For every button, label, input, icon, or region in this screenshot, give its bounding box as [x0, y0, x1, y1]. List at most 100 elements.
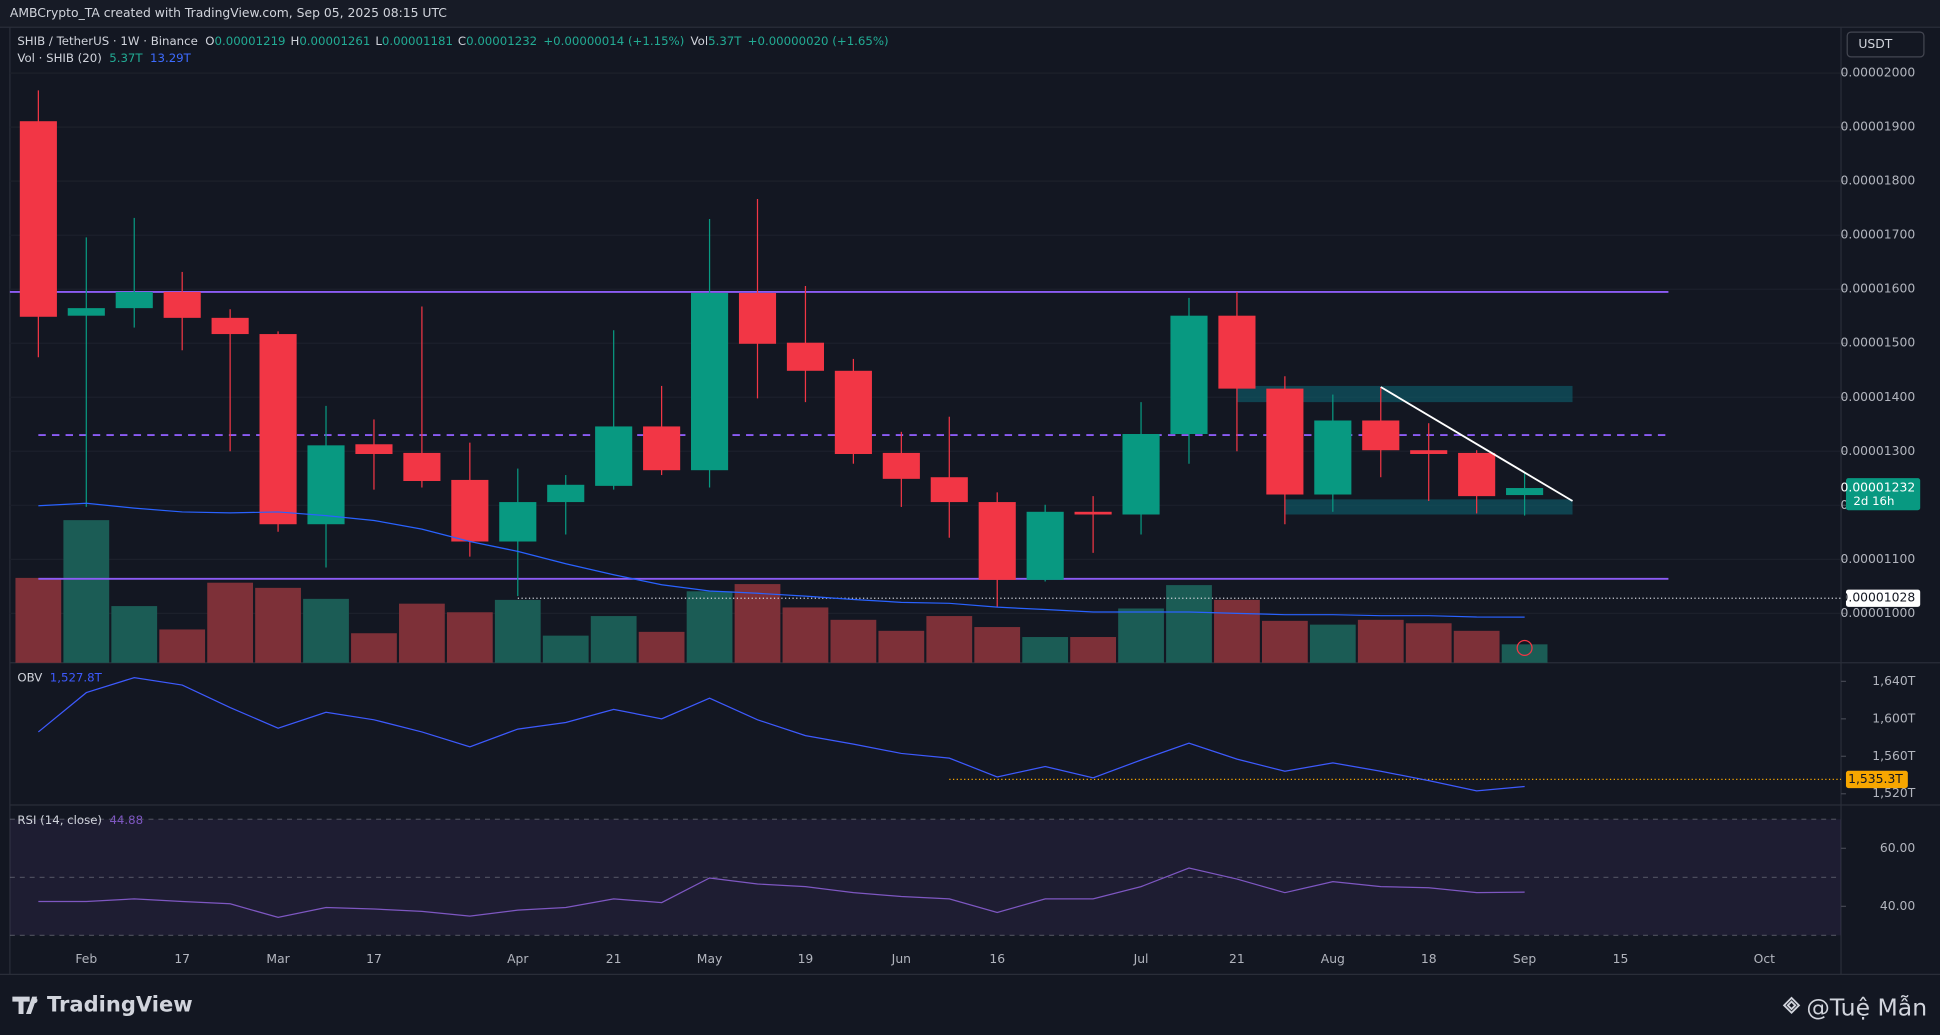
volume-bar: [351, 633, 397, 663]
y-tick-label: 0.00001100: [1841, 552, 1916, 566]
candle-body: [307, 445, 345, 525]
candle-body: [19, 121, 57, 317]
y-tick-label: 40.00: [1880, 899, 1916, 913]
obv-level-label: 1,535.3T: [1848, 772, 1903, 786]
x-tick-label: Aug: [1321, 952, 1345, 966]
volume-bar: [1022, 637, 1069, 663]
candle-body: [115, 291, 153, 309]
header-bar: [0, 0, 1940, 28]
volume-bar: [734, 584, 781, 663]
candle-body: [403, 452, 441, 482]
volume-bar: [159, 629, 206, 663]
x-tick-label: 18: [1421, 952, 1437, 966]
volume-name: Vol · SHIB (20): [17, 51, 101, 65]
candle-body: [1026, 511, 1064, 580]
symbol: SHIB / TetherUS · 1W · Binance: [17, 33, 198, 47]
last-price-label: 0.00001232: [1841, 481, 1916, 495]
volume-bar: [638, 631, 685, 663]
indicator-value: 44.88: [109, 812, 143, 826]
candle-body: [930, 477, 968, 503]
x-tick-label: Jul: [1133, 952, 1149, 966]
volume-bar: [974, 627, 1021, 663]
volume-value: 5.37T: [109, 51, 143, 65]
countdown: 2d 16h: [1853, 494, 1894, 508]
volume-bar: [686, 591, 733, 663]
candle-body: [643, 426, 681, 471]
volume-bar: [1070, 637, 1116, 663]
x-tick-label: 17: [174, 952, 190, 966]
last-price-box: [1845, 478, 1921, 511]
legend-value: 0.00001181: [382, 33, 453, 47]
y-tick-label: 1,600T: [1872, 711, 1915, 725]
zone: [1236, 385, 1573, 403]
y-tick-label: 0.00001300: [1841, 444, 1916, 458]
indicator-value: 1,527.8T: [50, 670, 103, 684]
indicator-legend: OBV 1,527.8T: [17, 670, 102, 684]
candle-body: [786, 342, 825, 371]
candle-body: [451, 479, 489, 542]
obv-level-box: [1845, 770, 1908, 789]
candle-body: [1266, 388, 1304, 495]
x-tick-label: 16: [989, 952, 1005, 966]
y-tick-label: 1,640T: [1872, 674, 1915, 688]
x-tick-label: Jun: [891, 952, 911, 966]
legend-change: +0.00000020 (+1.65%): [748, 33, 889, 47]
volume-bar: [207, 582, 254, 663]
indicator-legend: RSI (14, close) 44.88: [17, 812, 143, 826]
volume-bar: [255, 587, 301, 663]
candle-body: [1314, 420, 1352, 495]
x-tick-label: 21: [1229, 952, 1245, 966]
volume-bar: [542, 635, 589, 663]
legend-key: L: [375, 33, 382, 47]
y-tick-label: 0.00001800: [1841, 174, 1916, 188]
volume-bar: [1453, 630, 1500, 663]
volume-bar: [1118, 608, 1164, 663]
candle-body: [834, 370, 872, 454]
indicator-icon: [1516, 639, 1533, 656]
volume-bar: [303, 598, 349, 663]
candle-body: [738, 293, 777, 344]
indicator-line: [37, 677, 1525, 792]
x-tick-label: 21: [606, 952, 622, 966]
y-tick-label: 0.00001700: [1841, 228, 1916, 242]
volume-bar: [1214, 599, 1260, 663]
volume-bar: [446, 612, 493, 663]
volume-ma-value: 13.29T: [150, 51, 192, 65]
candle-body: [595, 426, 633, 486]
volume-bar: [830, 619, 877, 663]
candle-body: [547, 484, 585, 503]
volume-bar: [590, 616, 637, 663]
candle-body: [978, 502, 1016, 580]
zone: [1284, 499, 1573, 515]
y-tick-label: 0.00001900: [1841, 120, 1916, 134]
legend-change: +0.00000014 (+1.15%): [543, 33, 684, 47]
x-tick-label: 19: [798, 952, 814, 966]
x-tick-label: Sep: [1513, 952, 1536, 966]
candle-body: [355, 444, 393, 454]
watermark: @Tuệ Mẫn: [1806, 994, 1927, 1022]
candle-body: [1506, 488, 1544, 496]
currency[interactable]: USDT: [1858, 37, 1892, 51]
candle-body: [163, 291, 201, 318]
y-tick-label: 0.00002000: [1841, 66, 1916, 80]
legend-key: Vol: [691, 33, 709, 47]
candle-body: [259, 334, 297, 525]
volume-bar: [399, 603, 445, 663]
candle-body: [1122, 434, 1160, 515]
candle-body: [1218, 315, 1256, 389]
y-tick-label: 0.00001600: [1841, 282, 1916, 296]
legend-value: 0.00001219: [215, 33, 286, 47]
x-tick-label: Apr: [507, 952, 529, 966]
y-tick-label: 0.00001000: [1841, 606, 1916, 620]
x-tick-label: Oct: [1754, 952, 1776, 966]
y-tick-label: 1,520T: [1872, 786, 1915, 800]
volume-bar: [1309, 624, 1356, 663]
y-tick-label: 0.00001400: [1841, 390, 1916, 404]
legend: SHIB / TetherUS · 1W · Binance O0.0000121…: [17, 33, 888, 47]
currency-button[interactable]: [1846, 31, 1925, 58]
x-tick-label: 15: [1613, 952, 1629, 966]
x-tick-label: Feb: [75, 952, 97, 966]
volume-legend: Vol · SHIB (20) 5.37T 13.29T: [17, 51, 191, 65]
